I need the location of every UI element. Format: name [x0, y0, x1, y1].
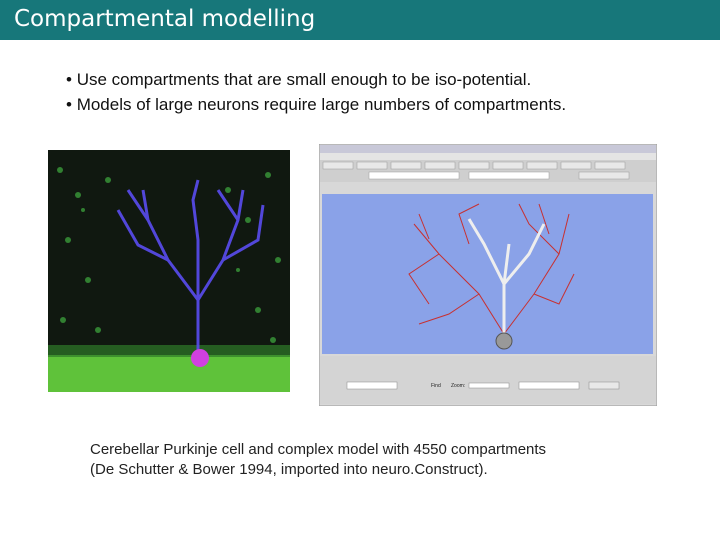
- zoom-label: Zoom:: [451, 383, 465, 389]
- slide-title: Compartmental modelling: [14, 6, 316, 32]
- caption: (De Schutter & Bower 1994, imported into…: [90, 461, 488, 478]
- button-label: Find: [431, 383, 441, 389]
- bullet: Use compartments that are small enough t…: [66, 70, 532, 90]
- software-window: Find Zoom:: [319, 144, 657, 406]
- caption: Cerebellar Purkinje cell and complex mod…: [90, 441, 547, 458]
- title-bar: Compartmental modelling: [0, 0, 720, 40]
- bullet: Models of large neurons require large nu…: [66, 95, 566, 115]
- microscopy-image: [48, 150, 290, 392]
